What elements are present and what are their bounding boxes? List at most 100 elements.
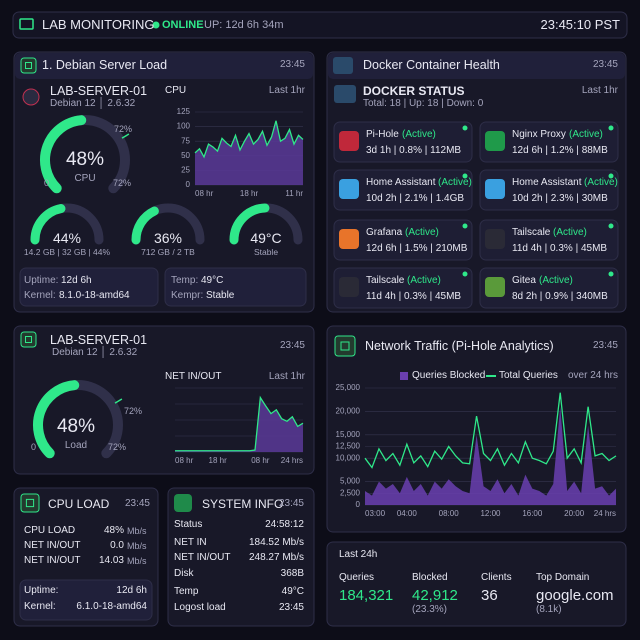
- panel-time: 23:45: [592, 340, 618, 351]
- legend-label: Total Queries: [499, 370, 558, 381]
- info-box: [19, 579, 153, 621]
- uptime: UP: 12d 6h 34m: [204, 19, 284, 31]
- panel: [167, 487, 315, 627]
- status: ONLINE: [162, 19, 204, 31]
- stat-value: 36: [481, 587, 498, 604]
- chart-period: Last 1hr: [268, 85, 305, 96]
- panel-time: 23:45: [279, 340, 305, 351]
- container-name: Nginx Proxy: [512, 129, 566, 140]
- info-box: [164, 267, 307, 307]
- container-status: (Active): [438, 177, 472, 188]
- gauge-caption: 712 GB / 2 TB: [141, 247, 195, 257]
- container-name: Tailscale: [512, 227, 551, 238]
- icon: [20, 493, 40, 513]
- area: [195, 120, 303, 185]
- y-tick-label: 25: [181, 166, 190, 175]
- container-card: [479, 121, 619, 163]
- row-label: Temp: [174, 586, 199, 597]
- icon: [20, 57, 37, 74]
- row-value: 24:58:12: [265, 519, 304, 530]
- y-tick-label: 50: [181, 151, 190, 160]
- stat-label: Top Domain: [536, 572, 590, 583]
- gauge-marker-label: 72%: [124, 406, 143, 416]
- x-tick-label: 24 hrs: [281, 456, 303, 465]
- panel-time: 23:45: [278, 498, 304, 509]
- container-card: [479, 267, 619, 309]
- info-label: Kernel:: [24, 601, 56, 612]
- section-period: Last 1hr: [581, 85, 618, 96]
- panel-title: 1. Debian Server Load: [42, 58, 168, 72]
- stat-label: Blocked: [412, 572, 448, 583]
- gauge-max: 72%: [108, 442, 127, 452]
- app-icon: [19, 18, 34, 30]
- container-stats: 12d 6h | 1.5% | 210MB: [366, 243, 468, 254]
- x-tick-label: 12:00: [480, 509, 501, 518]
- container-icon: [485, 277, 505, 297]
- clock: 23:45:10 PST: [540, 17, 621, 32]
- gauge-arc: [131, 206, 159, 245]
- os-logo: [22, 88, 40, 106]
- icon-glyph: [25, 498, 35, 508]
- row-value: 49°C: [281, 586, 304, 597]
- container-dot: [608, 173, 614, 179]
- container-card: [479, 169, 619, 211]
- container-name: Grafana: [366, 227, 403, 238]
- icon-glyph: [25, 336, 32, 343]
- container-name: Home Assistant: [366, 177, 436, 188]
- row-value: 368B: [280, 568, 304, 579]
- container-status: (Active): [402, 129, 436, 140]
- row-value: 0.0: [110, 540, 124, 551]
- container-stats: 11d 4h | 0.3% | 45MB: [366, 291, 462, 302]
- container-status: (Active): [405, 227, 439, 238]
- container-status: (Active): [553, 227, 587, 238]
- y-tick-label: 20,000: [336, 407, 361, 416]
- row-value: 14.03: [98, 555, 124, 566]
- container-status: (Active): [407, 275, 441, 286]
- container-card: [333, 169, 473, 211]
- docker-icon: [334, 85, 356, 103]
- container-icon: [339, 131, 359, 151]
- stat-value: 184,321: [339, 587, 394, 604]
- container-dot: [608, 125, 614, 131]
- container-icon: [339, 229, 359, 249]
- x-tick-label: 18 hr: [240, 189, 259, 198]
- row-label: CPU LOAD: [24, 525, 76, 536]
- row-value: 184.52 Mb/s: [248, 537, 304, 548]
- gauge-value: 49°C: [250, 230, 282, 246]
- y-tick-label: 125: [177, 107, 191, 116]
- container-icon: [485, 131, 505, 151]
- y-tick-label: 75: [181, 136, 190, 145]
- gauge-max: 72%: [113, 178, 132, 188]
- container-dot: [608, 271, 614, 277]
- info-label: Kempr:: [171, 290, 204, 301]
- x-tick-label: 08 hr: [251, 456, 270, 465]
- gauge-value: 48%: [56, 416, 96, 437]
- stat-value: google.com: [536, 587, 614, 604]
- container-card: [333, 267, 473, 309]
- container-stats: 10d 2h | 2.1% | 1.4GB: [366, 193, 465, 204]
- gauge-min: 0: [44, 178, 50, 188]
- x-tick-label: 11 hr: [285, 189, 303, 198]
- info-value: 49°C: [201, 275, 224, 286]
- gauge-caption: Load: [64, 440, 88, 451]
- x-tick-label: 04:00: [397, 509, 418, 518]
- x-tick-label: 18 hr: [209, 456, 228, 465]
- container-card: [333, 121, 473, 163]
- row-label: Disk: [174, 568, 194, 579]
- container-status: (Active): [569, 129, 603, 140]
- gauge-marker-label: 72%: [114, 124, 133, 134]
- row-label: NET IN/OUT: [174, 552, 231, 563]
- gauge-value: 44%: [52, 230, 82, 246]
- gauge-value: 36%: [153, 230, 183, 246]
- container-stats: 3d 1h | 0.8% | 112MB: [366, 145, 462, 156]
- container-name: Tailscale: [366, 275, 405, 286]
- container-icon: [339, 179, 359, 199]
- area: [175, 397, 303, 452]
- icon-glyph: [25, 62, 32, 69]
- container-stats: 12d 6h | 1.2% | 88MB: [512, 145, 608, 156]
- section-title: DOCKER STATUS: [363, 84, 465, 98]
- gauge-arc: [30, 204, 66, 245]
- x-tick-label: 08 hr: [195, 189, 214, 198]
- container-icon: [339, 277, 359, 297]
